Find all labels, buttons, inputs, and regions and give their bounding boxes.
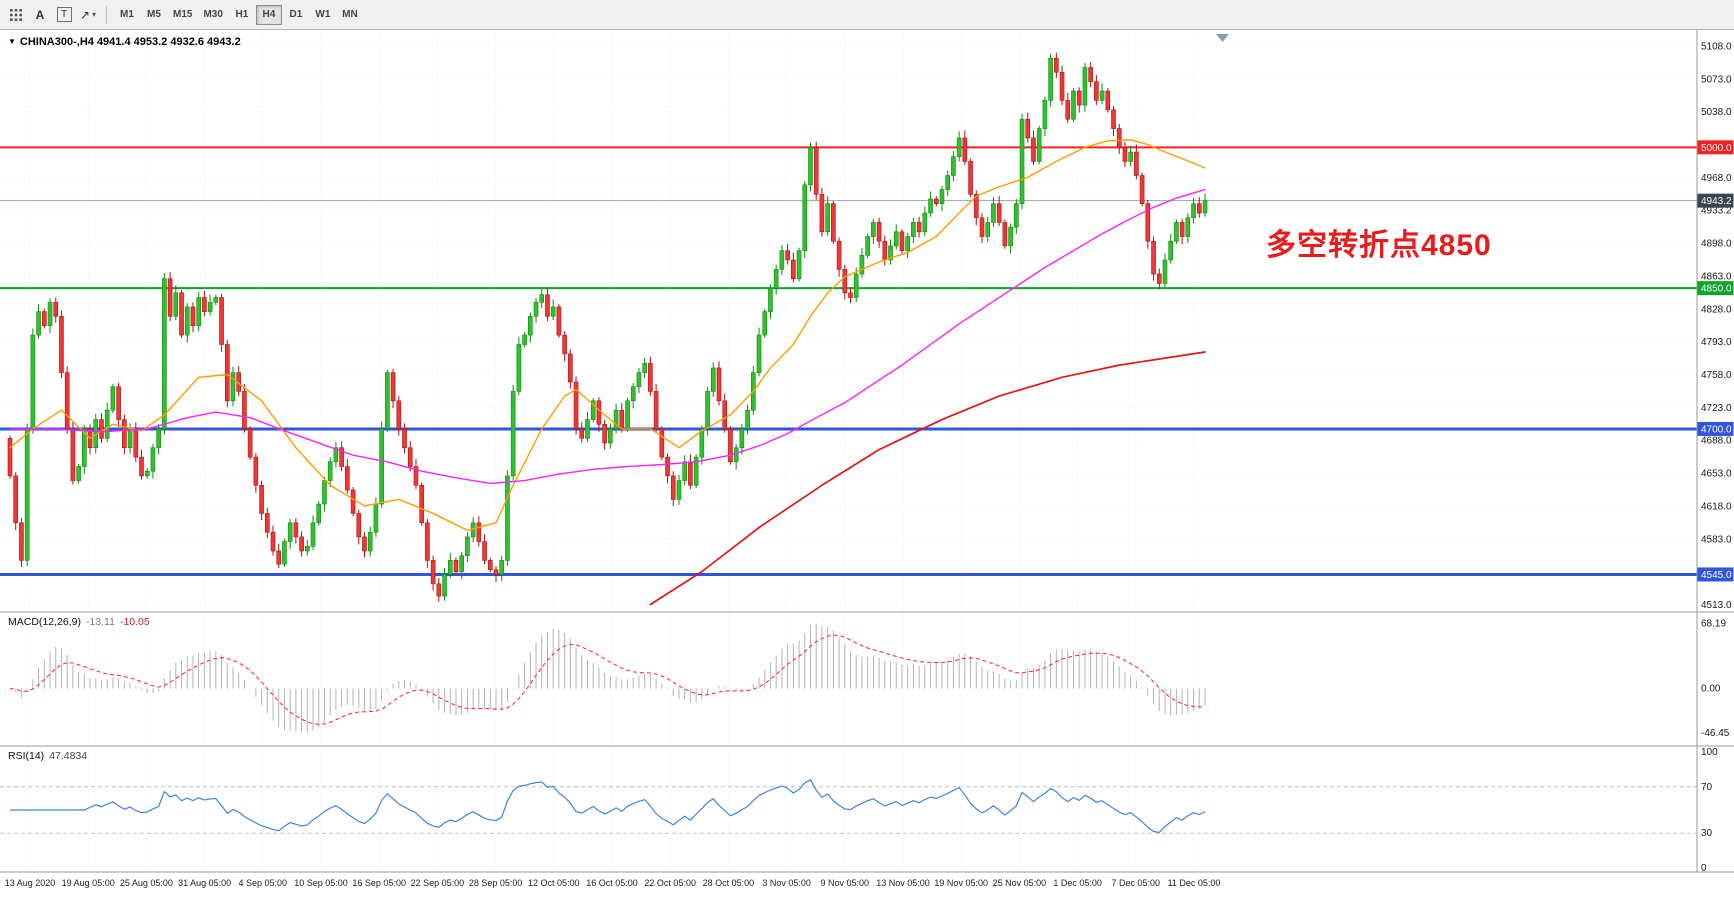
svg-text:100: 100 <box>1701 747 1718 758</box>
indicator-list-button[interactable] <box>5 4 27 26</box>
timeframe-d1-button[interactable]: D1 <box>283 5 309 25</box>
svg-text:30: 30 <box>1701 828 1713 839</box>
svg-text:4968.0: 4968.0 <box>1701 173 1732 184</box>
grid-dots-icon <box>10 8 22 21</box>
svg-text:-46.45: -46.45 <box>1701 728 1730 739</box>
timeframe-h1-button[interactable]: H1 <box>229 5 255 25</box>
svg-text:16 Oct 05:00: 16 Oct 05:00 <box>586 878 638 888</box>
svg-text:1 Dec 05:00: 1 Dec 05:00 <box>1053 878 1102 888</box>
svg-text:28 Sep 05:00: 28 Sep 05:00 <box>469 878 523 888</box>
svg-text:19 Nov 05:00: 19 Nov 05:00 <box>934 878 988 888</box>
chart-shift-marker <box>1216 34 1229 42</box>
svg-text:4943.2: 4943.2 <box>1701 196 1732 207</box>
timeframe-h4-button[interactable]: H4 <box>255 4 282 25</box>
svg-text:4758.0: 4758.0 <box>1701 370 1732 381</box>
svg-text:7 Dec 05:00: 7 Dec 05:00 <box>1112 878 1161 888</box>
svg-text:10 Sep 05:00: 10 Sep 05:00 <box>294 878 348 888</box>
macd-indicator-label: MACD(12,26,9) -13.11 -10.05 <box>8 616 150 628</box>
text-annotation-button[interactable]: A <box>29 4 51 26</box>
svg-text:4723.0: 4723.0 <box>1701 403 1732 414</box>
text-label-button[interactable]: T <box>53 4 75 26</box>
timeframe-m30-button[interactable]: M30 <box>198 5 227 25</box>
svg-text:25 Aug 05:00: 25 Aug 05:00 <box>120 878 173 888</box>
svg-text:5000.0: 5000.0 <box>1701 143 1732 154</box>
svg-text:4583.0: 4583.0 <box>1701 534 1732 545</box>
svg-text:5073.0: 5073.0 <box>1701 74 1732 85</box>
macd-layer <box>9 623 1206 733</box>
chart-header: ▼ CHINA300-,H4 4941.4 4953.2 4932.6 4943.… <box>8 36 241 48</box>
svg-text:4 Sep 05:00: 4 Sep 05:00 <box>239 878 288 888</box>
svg-text:4688.0: 4688.0 <box>1701 436 1732 447</box>
svg-text:11 Dec 05:00: 11 Dec 05:00 <box>1168 878 1221 888</box>
svg-text:4513.0: 4513.0 <box>1701 600 1732 611</box>
symbol-ohlc-text: CHINA300-,H4 4941.4 4953.2 4932.6 4943.2 <box>19 36 241 48</box>
svg-text:13 Aug 2020: 13 Aug 2020 <box>5 878 56 888</box>
toolbar-separator <box>106 5 107 24</box>
caret-down-icon: ▾ <box>92 10 97 19</box>
svg-text:12 Oct 05:00: 12 Oct 05:00 <box>528 878 580 888</box>
timeframe-m15-button[interactable]: M15 <box>168 5 197 25</box>
rsi-indicator-label: RSI(14) 47.4834 <box>8 750 87 762</box>
svg-text:16 Sep 05:00: 16 Sep 05:00 <box>352 878 406 888</box>
arrows-tool-button[interactable]: ↗ ▾ <box>77 4 99 26</box>
svg-text:28 Oct 05:00: 28 Oct 05:00 <box>703 878 755 888</box>
svg-text:3 Nov 05:00: 3 Nov 05:00 <box>762 878 811 888</box>
svg-text:4863.0: 4863.0 <box>1701 271 1732 282</box>
svg-text:68.19: 68.19 <box>1701 618 1726 629</box>
arrow-icon: ↗ <box>79 7 91 22</box>
svg-text:22 Oct 05:00: 22 Oct 05:00 <box>644 878 696 888</box>
timeframe-m1-button[interactable]: M1 <box>114 5 140 25</box>
pane-separators <box>0 30 1734 873</box>
price-axis[interactable]: 5108.0 5073.0 5038.0 4968.0 4933.2 4898.0 4863… <box>1697 41 1734 611</box>
svg-text:4653.0: 4653.0 <box>1701 469 1732 480</box>
svg-text:4545.0: 4545.0 <box>1701 570 1732 581</box>
svg-text:4618.0: 4618.0 <box>1701 501 1732 512</box>
svg-text:4898.0: 4898.0 <box>1701 239 1732 250</box>
letter-a-icon: A <box>35 7 45 22</box>
time-axis[interactable]: 13 Aug 2020 19 Aug 05:00 25 Aug 05:00 31 Au… <box>5 878 1221 888</box>
macd-name: MACD(12,26,9) <box>8 616 81 628</box>
svg-text:31 Aug 05:00: 31 Aug 05:00 <box>178 878 231 888</box>
macd-signal-value: -10.05 <box>119 616 150 628</box>
svg-text:0: 0 <box>1701 863 1707 874</box>
symbol-dropdown-icon[interactable]: ▼ <box>8 37 16 46</box>
rsi-layer <box>0 778 1697 834</box>
svg-text:19 Aug 05:00: 19 Aug 05:00 <box>62 878 115 888</box>
timeframe-group: M1 M5 M15 M30 H1 H4 D1 W1 MN <box>114 4 363 25</box>
timeframe-mn-button[interactable]: MN <box>337 5 363 25</box>
svg-text:5108.0: 5108.0 <box>1701 41 1732 52</box>
svg-text:5038.0: 5038.0 <box>1701 107 1732 118</box>
horizontal-lines-layer[interactable] <box>0 146 1697 576</box>
svg-text:4793.0: 4793.0 <box>1701 337 1732 348</box>
timeframe-w1-button[interactable]: W1 <box>310 5 336 25</box>
svg-text:0.00: 0.00 <box>1701 684 1721 695</box>
svg-text:70: 70 <box>1701 782 1713 793</box>
boxed-t-icon: T <box>56 7 72 22</box>
svg-text:4700.0: 4700.0 <box>1701 424 1732 435</box>
svg-text:25 Nov 05:00: 25 Nov 05:00 <box>993 878 1047 888</box>
svg-text:4828.0: 4828.0 <box>1701 304 1732 315</box>
rsi-value: 47.4834 <box>49 750 88 762</box>
moving-averages-layer <box>9 139 1206 606</box>
chart-annotation-text[interactable]: 多空转折点4850 <box>1266 229 1492 262</box>
toolbar: A T ↗ ▾ M1 M5 M15 M30 H1 H4 D1 W1 MN <box>0 0 1734 30</box>
macd-main-value: -13.11 <box>85 616 115 628</box>
indicator-axis[interactable]: 68.19 0.00 -46.45 100 70 30 0 <box>1701 618 1730 874</box>
svg-text:4850.0: 4850.0 <box>1701 284 1732 295</box>
svg-text:22 Sep 05:00: 22 Sep 05:00 <box>411 878 465 888</box>
rsi-name: RSI(14) <box>8 750 45 762</box>
svg-text:9 Nov 05:00: 9 Nov 05:00 <box>821 878 870 888</box>
timeframe-m5-button[interactable]: M5 <box>141 5 167 25</box>
svg-text:4933.2: 4933.2 <box>1701 206 1732 217</box>
candles-layer <box>7 52 1208 602</box>
svg-text:13 Nov 05:00: 13 Nov 05:00 <box>876 878 930 888</box>
